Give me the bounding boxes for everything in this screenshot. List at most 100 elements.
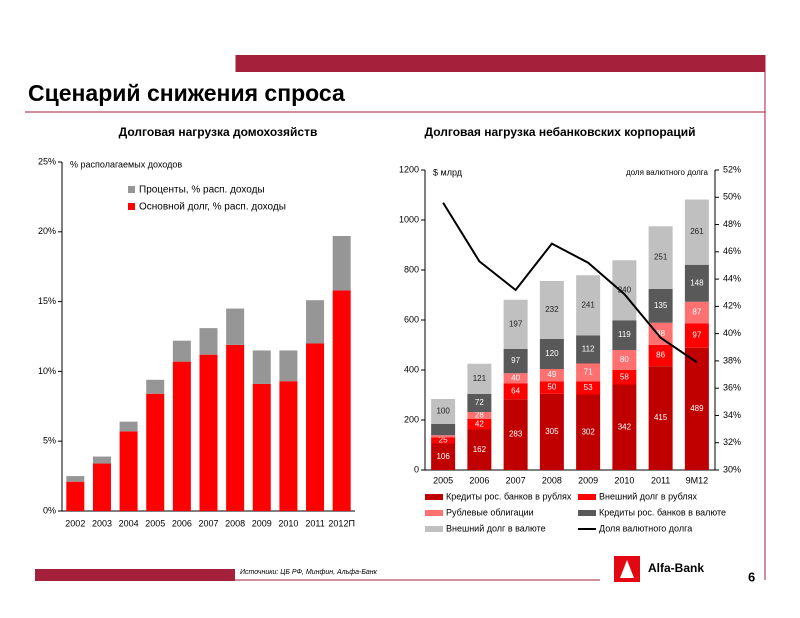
data-label: 25: [439, 435, 448, 444]
data-label: 489: [690, 404, 704, 413]
x-tick-label: 2006: [469, 475, 489, 485]
y2-tick-label: 36%: [723, 383, 741, 393]
y2-tick-label: 40%: [723, 328, 741, 338]
bar-segment: [612, 370, 637, 385]
y-axis-label: $ млрд: [433, 167, 463, 177]
legend-label: Кредиты рос. банков в валюте: [599, 507, 726, 517]
y2-tick-label: 50%: [723, 192, 741, 202]
bar-segment: [684, 301, 709, 324]
bar-segment: [684, 264, 709, 302]
data-label: 100: [436, 407, 450, 416]
data-label: 80: [620, 355, 629, 364]
bar-segment: [92, 463, 111, 511]
data-label: 28: [475, 411, 484, 420]
y-tick-label: 20%: [38, 226, 56, 236]
bar-segment: [279, 381, 298, 511]
bar-segment: [252, 350, 271, 384]
legend-swatch: [578, 494, 596, 500]
bar-segment: [92, 456, 111, 464]
legend-swatch: [425, 510, 443, 516]
x-tick-label: 2007: [506, 475, 526, 485]
x-tick-label: 2010: [278, 518, 298, 528]
bar-segment: [503, 349, 528, 374]
bar-segment: [146, 379, 165, 394]
bar-segment: [226, 344, 245, 511]
data-label: 97: [511, 356, 520, 365]
legend-swatch: [578, 510, 596, 516]
data-label: 342: [618, 422, 632, 431]
data-label: 283: [509, 430, 523, 439]
x-tick-label: 2011: [651, 475, 670, 485]
y-tick-label: 25%: [38, 156, 56, 166]
logo-text: Alfa-Bank: [648, 561, 704, 575]
bar-segment: [252, 383, 271, 511]
data-label: 58: [620, 372, 629, 381]
bar-segment: [66, 476, 85, 482]
bar-segment: [576, 381, 601, 395]
x-tick-label: 2005: [433, 475, 453, 485]
bar-segment: [119, 431, 138, 511]
bar-segment: [539, 339, 564, 369]
bar-segment: [431, 435, 456, 438]
y2-tick-label: 52%: [723, 164, 741, 174]
header-band: [236, 55, 765, 72]
x-tick-label: 2009: [252, 518, 272, 528]
x-tick-label: 2002: [65, 518, 85, 528]
x-tick-label: 2010: [614, 475, 634, 485]
data-label: 302: [581, 427, 595, 436]
bar-segment: [612, 320, 637, 350]
y2-tick-label: 42%: [723, 301, 741, 311]
bar-segment: [503, 399, 528, 470]
y-axis-label: % располагаемых доходов: [70, 159, 182, 169]
slide-title: Сценарий снижения спроса: [28, 80, 345, 106]
y-tick-label: 10%: [38, 366, 56, 376]
bar-segment: [332, 290, 351, 511]
x-tick-label: 2003: [92, 518, 112, 528]
legend-label: Внешний долг в валюте: [446, 523, 546, 533]
legend-swatch: [128, 186, 135, 193]
data-label: 121: [473, 374, 487, 383]
data-label: 53: [584, 383, 593, 392]
bar-segment: [576, 275, 601, 336]
bar-segment: [576, 394, 601, 470]
y2-tick-label: 38%: [723, 355, 741, 365]
y2-tick-label: 30%: [723, 464, 741, 474]
data-label: 42: [475, 419, 484, 428]
y-tick-label: 200: [404, 414, 419, 424]
y2-tick-label: 48%: [723, 219, 741, 229]
bar-segment: [431, 443, 456, 470]
bar-segment: [172, 340, 191, 362]
data-label: 148: [690, 278, 704, 287]
bar-segment: [431, 437, 456, 444]
data-label: 49: [547, 370, 556, 379]
y-tick-label: 600: [404, 314, 419, 324]
bar-segment: [199, 328, 218, 355]
bar-segment: [576, 363, 601, 382]
data-label: 40: [511, 373, 520, 382]
bar-segment: [226, 308, 245, 345]
bar-segment: [467, 419, 492, 430]
y-tick-label: 1200: [399, 164, 419, 174]
bar-segment: [467, 394, 492, 412]
x-tick-label: 2008: [542, 475, 562, 485]
bar-segment: [503, 299, 528, 349]
bar-segment: [648, 322, 673, 345]
x-tick-label: 2007: [198, 518, 218, 528]
data-label: 112: [582, 345, 595, 354]
x-tick-label: 2012П: [328, 518, 355, 528]
data-label: 87: [692, 308, 701, 317]
legend-swatch: [425, 494, 443, 500]
x-tick-label: 2011: [305, 518, 324, 528]
line-series: [442, 202, 698, 364]
x-tick-label: 2006: [172, 518, 192, 528]
footer-band: [35, 569, 235, 581]
logo-glyph: [620, 560, 634, 578]
data-label: 88: [656, 329, 665, 338]
x-tick-label: 2009: [578, 475, 598, 485]
bar-segment: [612, 384, 637, 470]
bar-segment: [431, 424, 456, 436]
y-tick-label: 800: [404, 264, 419, 274]
y2-tick-label: 46%: [723, 246, 741, 256]
y2-tick-label: 34%: [723, 410, 741, 420]
bar-segment: [279, 350, 298, 382]
